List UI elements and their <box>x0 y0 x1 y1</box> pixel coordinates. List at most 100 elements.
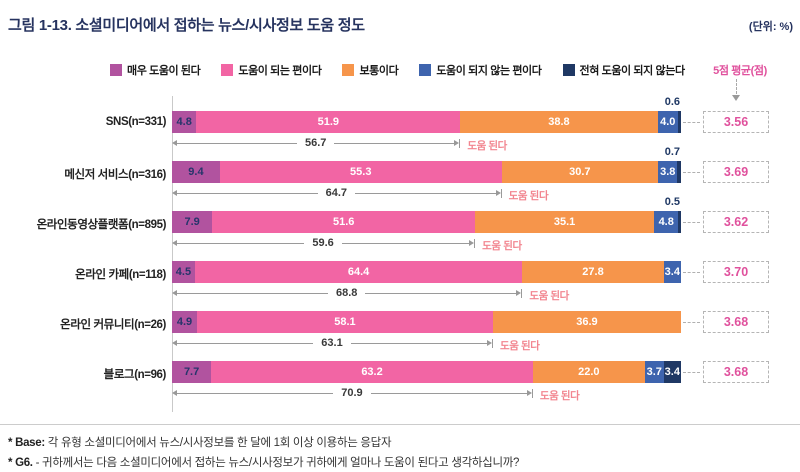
segment-value-label: 35.1 <box>553 216 576 228</box>
helped-label: 도움 된다 <box>529 290 569 302</box>
category-label: 온라인 커뮤니티(n=26) <box>60 319 166 331</box>
legend-label: 매우 도움이 된다 <box>127 65 201 77</box>
legend-item-2: 보통이다 <box>342 62 399 78</box>
avg-score-box: 3.68 <box>703 311 769 333</box>
segment-value-label: 58.1 <box>334 316 356 328</box>
legend-swatch-icon <box>419 64 432 76</box>
segment-value-label: 55.3 <box>350 166 372 178</box>
bar-segment: 4.8 <box>653 211 679 233</box>
legend: 매우 도움이 된다 도움이 되는 편이다 보통이다 도움이 되지 않는 편이다 전혀 도… <box>110 62 685 78</box>
legend-swatch-icon <box>221 64 234 76</box>
legend-swatch-icon <box>562 64 575 76</box>
bar-segment: 4.0 <box>657 111 678 133</box>
arrow-line <box>459 138 461 148</box>
arrow-line <box>350 342 487 344</box>
arrow-line <box>177 142 297 144</box>
segment-value-label: 4.5 <box>175 266 192 278</box>
bar-segment: 27.8 <box>522 261 664 283</box>
segment-value-label: 51.6 <box>332 216 355 228</box>
tiny-segment-value-label: 0.7 <box>664 146 680 158</box>
segment-value-label: 3.4 <box>664 366 680 378</box>
arrow-left-icon <box>172 240 177 246</box>
bar-segment <box>677 111 681 133</box>
footnote-prefix: * Base: <box>8 437 45 449</box>
helped-sum-value: 70.9 <box>341 387 363 399</box>
segment-value-label: 9.4 <box>188 166 204 178</box>
arrow-line <box>491 338 493 348</box>
stacked-bar: 4.5 64.4 27.8 3.4 <box>172 261 681 283</box>
helped-sum-value: 63.1 <box>321 337 343 349</box>
helped-sum-value: 68.8 <box>335 287 358 299</box>
bar-segment: 51.9 <box>196 111 461 133</box>
bar-segment: 7.7 <box>172 361 212 383</box>
legend-item-3: 도움이 되지 않는 편이다 <box>419 62 542 78</box>
segment-value-label: 7.7 <box>183 366 200 378</box>
avg-connector-dashes <box>683 372 700 373</box>
tiny-segment-value-label: 0.6 <box>664 96 680 108</box>
arrow-line <box>365 292 517 294</box>
segment-value-label: 3.4 <box>664 266 680 278</box>
legend-label: 도움이 되는 편이다 <box>238 65 322 77</box>
arrow-left-icon <box>172 290 177 296</box>
segment-value-label: 27.8 <box>582 266 604 278</box>
bar-segment: 7.9 <box>172 211 213 233</box>
bar-segment <box>677 161 681 183</box>
tiny-segment-value-label: 0.5 <box>664 196 680 208</box>
arrow-right-icon <box>526 390 532 396</box>
helped-label: 도움 된다 <box>467 140 507 152</box>
bar-segment: 3.4 <box>663 361 681 383</box>
category-label: 메신저 서비스(n=316) <box>64 169 166 181</box>
footnote-text: - 귀하께서는 다음 소셜미디어에서 접하는 뉴스/시사정보가 귀하에게 얼마나… <box>32 457 520 469</box>
helped-sum-value: 56.7 <box>304 137 327 149</box>
arrow-left-icon <box>172 340 177 346</box>
footer-divider <box>0 424 800 425</box>
helped-sum-arrow: 59.6 <box>172 237 476 249</box>
category-label: SNS(n=331) <box>105 116 167 128</box>
helped-label: 도움 된다 <box>499 340 540 352</box>
segment-value-label: 3.8 <box>660 166 676 178</box>
bar-segment: 30.7 <box>501 161 659 183</box>
category-label: 블로그(n=96) <box>103 369 167 381</box>
segment-value-label: 63.2 <box>361 366 383 378</box>
arrow-right-icon <box>495 190 501 196</box>
stacked-bar: 9.4 55.3 30.7 3.8 <box>172 161 681 183</box>
arrow-left-icon <box>172 390 177 396</box>
bar-segment: 3.8 <box>658 161 678 183</box>
segment-value-label: 7.9 <box>184 216 200 228</box>
avg-score-box: 3.69 <box>703 161 769 183</box>
bar-segment: 63.2 <box>211 361 533 383</box>
helped-label: 도움 된다 <box>482 240 522 252</box>
stacked-bar: 7.9 51.6 35.1 4.8 <box>172 211 681 233</box>
footnote-line-1: * Base: 각 유형 소셜미디어에서 뉴스/시사정보를 한 달에 1회 이상… <box>8 434 392 450</box>
helped-sum-arrow: 56.7 <box>172 137 461 149</box>
bar-segment: 58.1 <box>196 311 493 333</box>
bar-segment: 22.0 <box>532 361 645 383</box>
helped-sum-value: 59.6 <box>312 237 334 249</box>
stacked-bar: 4.9 58.1 36.9 <box>172 311 681 333</box>
segment-value-label: 3.7 <box>646 366 662 378</box>
avg-score-box: 3.62 <box>703 211 769 233</box>
bar-segment <box>678 211 681 233</box>
segment-value-label: 22.0 <box>578 366 600 378</box>
avg-connector-dashes <box>683 322 700 323</box>
arrow-line <box>177 192 318 194</box>
helped-sum-arrow: 70.9 <box>172 387 533 399</box>
avg-score-box: 3.70 <box>703 261 769 283</box>
segment-value-label: 4.8 <box>176 116 192 128</box>
category-label: 온라인동영상플랫폼(n=895) <box>36 219 167 231</box>
segment-value-label: 36.9 <box>576 316 598 328</box>
legend-swatch-icon <box>342 64 355 76</box>
legend-label: 도움이 되지 않는 편이다 <box>436 65 542 77</box>
arrow-line <box>334 142 455 144</box>
avg-connector-dashes <box>683 172 700 173</box>
arrow-line <box>500 188 502 198</box>
arrow-down-icon <box>732 95 740 101</box>
bar-segment: 4.8 <box>172 111 197 133</box>
bar-segment: 4.9 <box>172 311 197 333</box>
stacked-bar: 7.7 63.2 22.0 3.7 3.4 <box>172 361 681 383</box>
arrow-right-icon <box>454 140 460 146</box>
segment-value-label: 4.8 <box>658 216 674 228</box>
bar-segment: 64.4 <box>194 261 523 283</box>
arrow-line <box>521 288 523 298</box>
